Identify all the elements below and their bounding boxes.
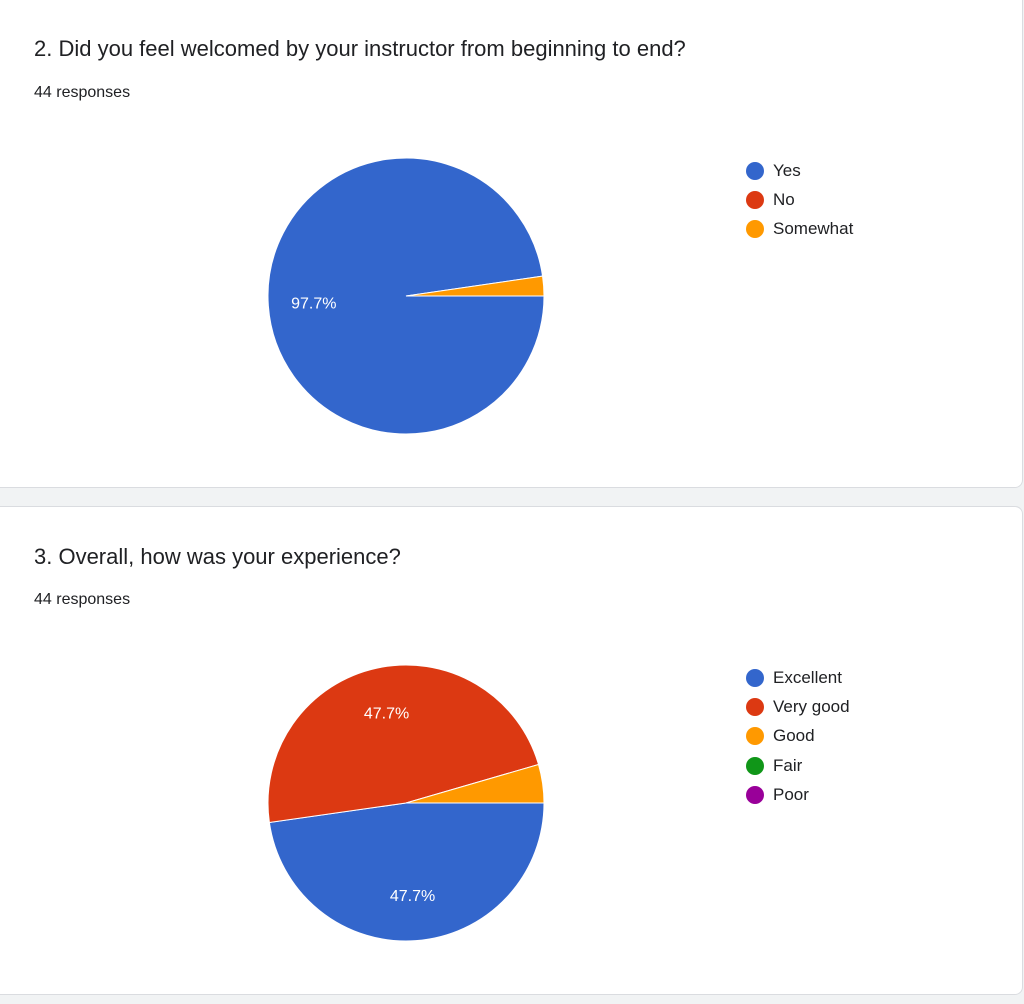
question-title: 2. Did you feel welcomed by your instruc…	[34, 36, 686, 61]
pie-slice-excellent[interactable]	[268, 802, 545, 942]
legend-item-fair[interactable]: Fair	[746, 751, 850, 780]
legend-label: No	[773, 189, 795, 209]
chart-legend: Yes No Somewhat	[746, 156, 853, 244]
chart-legend: Excellent Very good Good Fair Poor	[746, 663, 850, 809]
legend-label: Yes	[773, 160, 801, 180]
legend-swatch	[746, 697, 764, 716]
pie-slice-good[interactable]	[405, 763, 545, 804]
legend-label: Poor	[773, 784, 809, 804]
data-label-yes: 97.7%	[291, 296, 336, 313]
legend-swatch	[746, 190, 764, 209]
legend-label: Excellent	[773, 667, 842, 687]
question-title: 3. Overall, how was your experience?	[34, 544, 401, 569]
legend-item-excellent[interactable]: Excellent	[746, 663, 850, 692]
legend-label: Somewhat	[773, 219, 854, 239]
legend-swatch	[746, 220, 764, 239]
data-label-very-good: 47.7%	[364, 706, 409, 723]
pie-slice-somewhat[interactable]	[405, 275, 545, 297]
question-card-2: 2. Did you feel welcomed by your instruc…	[0, 0, 1023, 488]
legend-swatch	[746, 668, 764, 687]
legend-label: Good	[773, 726, 815, 746]
pie-chart[interactable]: 47.7% 47.7%	[0, 507, 1022, 994]
legend-item-somewhat[interactable]: Somewhat	[746, 215, 853, 244]
legend-swatch	[746, 161, 764, 180]
legend-item-good[interactable]: Good	[746, 722, 850, 751]
legend-item-very-good[interactable]: Very good	[746, 692, 850, 721]
pie-chart[interactable]: 97.7%	[0, 0, 1022, 487]
legend-item-poor[interactable]: Poor	[746, 780, 850, 809]
pie-slice-very-good[interactable]	[267, 664, 540, 824]
data-label-excellent: 47.7%	[390, 888, 435, 905]
legend-item-no[interactable]: No	[746, 185, 853, 214]
legend-label: Fair	[773, 755, 803, 775]
legend-item-yes[interactable]: Yes	[746, 156, 853, 185]
legend-swatch	[746, 785, 764, 804]
legend-swatch	[746, 756, 764, 775]
response-count: 44 responses	[34, 84, 131, 101]
legend-swatch	[746, 727, 764, 746]
response-count: 44 responses	[34, 591, 131, 608]
legend-label: Very good	[773, 696, 850, 716]
question-card-3: 3. Overall, how was your experience? 44 …	[0, 506, 1023, 995]
